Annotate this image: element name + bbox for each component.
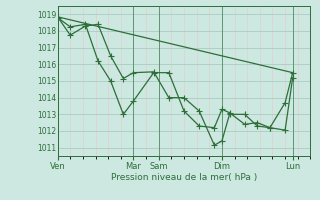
X-axis label: Pression niveau de la mer( hPa ): Pression niveau de la mer( hPa ) xyxy=(111,173,257,182)
